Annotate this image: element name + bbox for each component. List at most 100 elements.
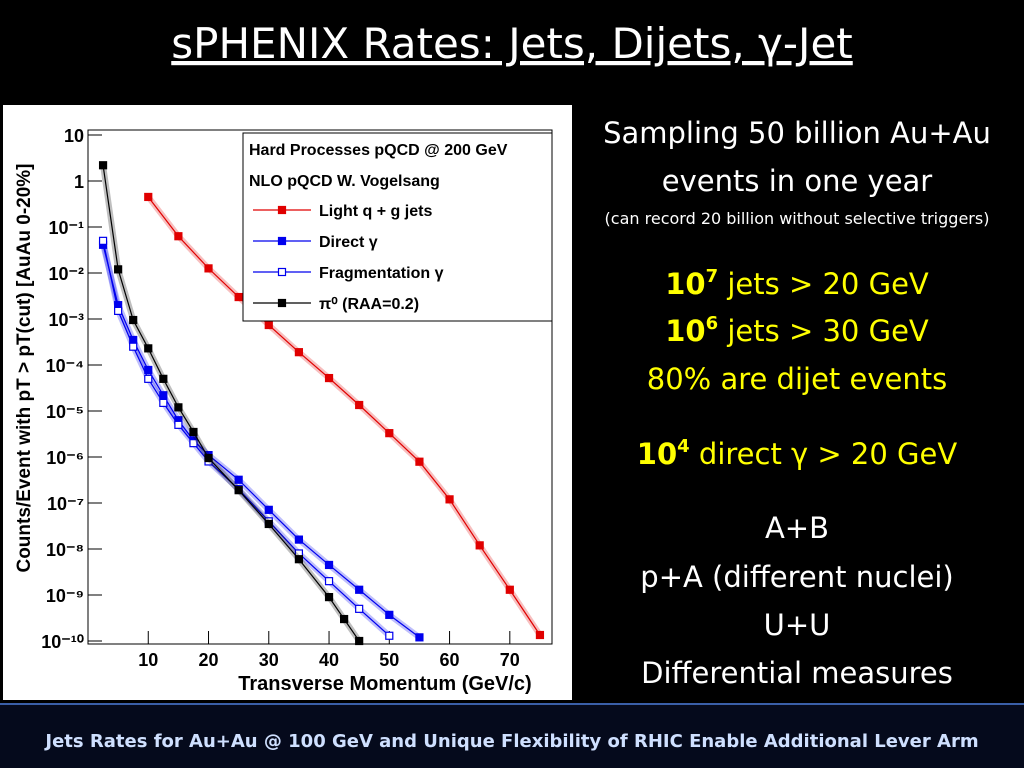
marker [355, 604, 364, 613]
marker [174, 232, 183, 241]
marker [324, 560, 334, 570]
note: (can record 20 billion without selective… [605, 209, 990, 228]
marker [129, 315, 138, 325]
y-tick-label: 10⁻⁴ [46, 356, 84, 376]
y-tick-label: 10 [64, 126, 84, 146]
marker [114, 265, 123, 274]
slide-title: sPHENIX Rates: Jets, Dijets, γ-Jet [171, 19, 853, 68]
y-axis-label: Counts/Event with pT > pT(cut) [AuAu 0-2… [14, 163, 35, 572]
rate: 107 jets > 20 GeV [665, 266, 929, 301]
y-tick-label: 10⁻⁵ [46, 402, 84, 422]
y-tick-label: 10⁻⁷ [47, 494, 84, 514]
x-tick-label: 30 [259, 650, 279, 670]
marker [204, 264, 213, 273]
legend-label: Fragmentation γ [319, 265, 444, 282]
marker [189, 427, 198, 437]
marker [129, 342, 138, 351]
marker [144, 192, 153, 202]
marker [144, 374, 153, 383]
legend-label: Direct γ [319, 234, 378, 251]
rate: 106 jets > 30 GeV [665, 313, 929, 348]
legend-header: NLO pQCD W. Vogelsang [249, 173, 440, 190]
marker [98, 161, 108, 170]
x-axis-label: Transverse Momentum (GeV/c) [238, 673, 531, 695]
note: Sampling 50 billion Au+Au [603, 116, 991, 150]
marker [415, 633, 424, 642]
x-tick-label: 20 [199, 650, 219, 670]
footer: Jets Rates for Au+Au @ 100 GeV and Uniqu… [43, 731, 978, 752]
rate-exp: 4 [677, 436, 690, 457]
marker [535, 630, 545, 640]
marker [475, 541, 484, 550]
legend-label: Light q + g jets [319, 203, 432, 220]
marker [204, 453, 213, 463]
marker [264, 320, 273, 330]
marker [174, 420, 183, 429]
marker [264, 519, 273, 529]
series-line [102, 165, 360, 642]
marker [98, 236, 108, 245]
marker [385, 429, 394, 438]
marker [277, 298, 287, 308]
rate: 104 direct γ > 20 GeV [637, 436, 958, 471]
marker [505, 585, 514, 594]
marker [294, 555, 304, 564]
marker [189, 439, 198, 448]
marker [355, 636, 364, 646]
plot-frame [87, 129, 553, 645]
marker [144, 344, 153, 353]
marker [174, 403, 183, 412]
marker [355, 585, 364, 594]
series-line [102, 240, 390, 637]
marker [234, 486, 243, 495]
x-tick-label: 10 [138, 650, 158, 670]
marker [445, 495, 454, 504]
x-tick-label: 60 [440, 650, 460, 670]
marker [385, 610, 394, 619]
marker [159, 398, 168, 407]
system: U+U [764, 608, 831, 642]
rate-exp: 7 [706, 266, 719, 287]
marker [264, 505, 273, 514]
marker [324, 373, 334, 383]
note: events in one year [662, 164, 933, 198]
rate-base: 10 [637, 437, 677, 471]
marker [159, 374, 168, 383]
marker [277, 236, 287, 246]
y-tick-label: 1 [74, 172, 84, 192]
y-tick-label: 10⁻² [48, 264, 84, 284]
system: A+B [765, 511, 829, 545]
marker [277, 205, 287, 215]
marker [294, 348, 304, 357]
marker [415, 457, 424, 466]
footer-bar [0, 705, 1024, 768]
marker [340, 614, 349, 624]
marker [234, 292, 243, 302]
marker [114, 306, 123, 315]
rate: 80% are dijet events [647, 362, 947, 396]
marker [294, 535, 304, 544]
marker [355, 400, 364, 410]
legend-box [242, 132, 553, 322]
marker [385, 631, 394, 640]
series-line [147, 196, 541, 636]
marker [277, 267, 287, 277]
marker [234, 475, 243, 484]
rate-base: 10 [665, 267, 705, 301]
marker [324, 593, 334, 602]
x-tick-label: 50 [379, 650, 399, 670]
legend-header: Hard Processes pQCD @ 200 GeV [249, 142, 508, 159]
y-tick-label: 10⁻⁹ [46, 586, 84, 606]
marker [324, 577, 334, 586]
system: Differential measures [641, 656, 953, 690]
y-tick-label: 10⁻¹ [48, 218, 84, 238]
y-tick-label: 10⁻¹⁰ [41, 632, 84, 652]
legend-label: π⁰ (RAA=0.2) [319, 296, 419, 313]
chart: 10 20 30 40 50 60 70 10⁻¹⁰ 10⁻⁹ 10⁻⁸ 10⁻⁷ 10⁻⁶ 10⁻⁵ 1… [14, 126, 553, 695]
system: p+A (different nuclei) [640, 560, 953, 594]
rate-exp: 6 [706, 313, 719, 334]
y-tick-label: 10⁻⁸ [46, 540, 84, 560]
marker [159, 391, 168, 400]
